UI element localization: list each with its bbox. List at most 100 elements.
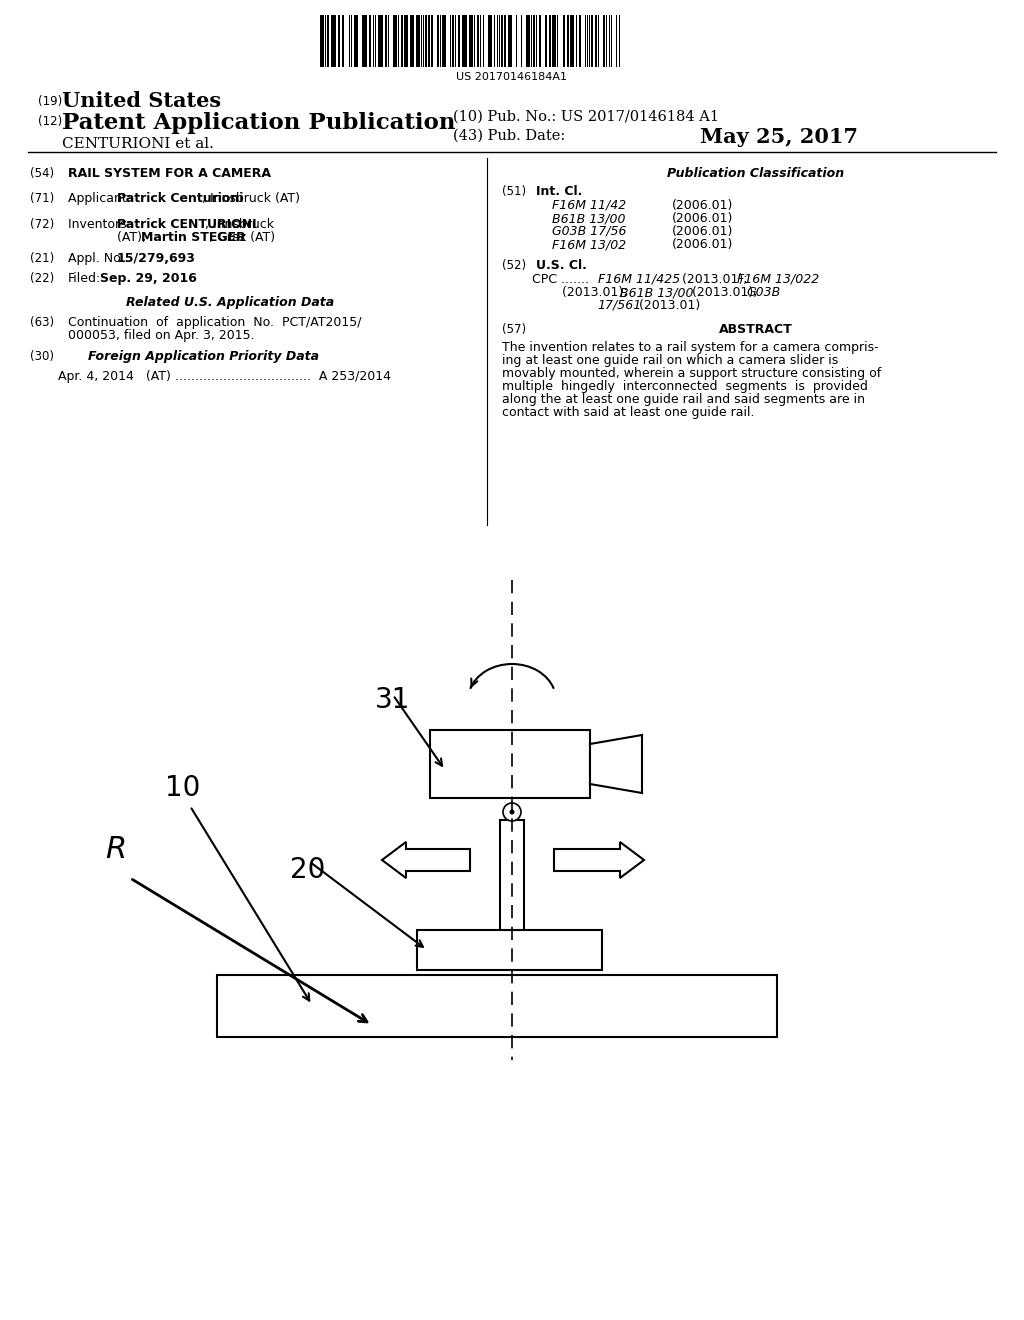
Text: Patrick CENTURIONI: Patrick CENTURIONI — [117, 218, 257, 231]
FancyArrow shape — [554, 842, 644, 878]
Bar — [593, 15, 595, 67]
Bar — [425, 15, 427, 67]
Text: 10: 10 — [165, 774, 201, 803]
Text: (52): (52) — [502, 259, 526, 272]
Bar — [617, 15, 618, 67]
Bar — [541, 15, 545, 67]
Text: (63): (63) — [30, 315, 54, 329]
Text: (2013.01);: (2013.01); — [678, 273, 752, 286]
Text: (2006.01): (2006.01) — [672, 213, 733, 224]
Bar — [595, 15, 597, 67]
Text: (30): (30) — [30, 350, 54, 363]
Text: (72): (72) — [30, 218, 54, 231]
Text: (2013.01);: (2013.01); — [562, 286, 632, 300]
Bar — [342, 15, 344, 67]
Bar — [534, 15, 535, 67]
Bar — [574, 15, 575, 67]
Bar — [549, 15, 551, 67]
Bar — [500, 820, 524, 931]
Bar — [433, 15, 437, 67]
Text: 17/561: 17/561 — [597, 300, 641, 312]
Bar — [477, 15, 479, 67]
Bar — [393, 15, 397, 67]
Bar — [508, 15, 512, 67]
Text: (57): (57) — [502, 323, 526, 337]
Bar — [506, 15, 508, 67]
Bar — [338, 15, 340, 67]
Polygon shape — [590, 735, 642, 793]
Bar — [522, 15, 526, 67]
Text: ing at least one guide rail on which a camera slider is: ing at least one guide rail on which a c… — [502, 354, 839, 367]
Bar — [484, 15, 488, 67]
Text: along the at least one guide rail and said segments are in: along the at least one guide rail and sa… — [502, 393, 865, 407]
Text: U.S. Cl.: U.S. Cl. — [536, 259, 587, 272]
Bar — [385, 15, 387, 67]
Bar — [430, 730, 590, 799]
Bar — [442, 15, 446, 67]
Text: Continuation  of  application  No.  PCT/AT2015/: Continuation of application No. PCT/AT20… — [68, 315, 361, 329]
Bar — [378, 15, 383, 67]
Bar — [517, 15, 521, 67]
Bar — [481, 15, 483, 67]
Bar — [563, 15, 565, 67]
Bar — [599, 15, 603, 67]
Text: Filed:: Filed: — [68, 272, 101, 285]
Bar — [603, 15, 605, 67]
Bar — [376, 15, 378, 67]
Bar — [389, 15, 393, 67]
Text: 15/279,693: 15/279,693 — [117, 252, 196, 265]
Text: Appl. No.:: Appl. No.: — [68, 252, 133, 265]
FancyArrow shape — [382, 842, 470, 878]
Bar — [591, 15, 593, 67]
Text: F16M 11/42: F16M 11/42 — [552, 199, 627, 213]
Bar — [404, 15, 408, 67]
Text: , Innsbruck (AT): , Innsbruck (AT) — [202, 191, 300, 205]
Bar — [358, 15, 362, 67]
Bar — [460, 15, 462, 67]
Text: (2013.01);: (2013.01); — [688, 286, 762, 300]
Text: United States: United States — [62, 91, 221, 111]
Bar — [545, 15, 547, 67]
Bar — [612, 15, 616, 67]
Text: B61B 13/00: B61B 13/00 — [620, 286, 693, 300]
Bar — [581, 15, 585, 67]
Text: Publication Classification: Publication Classification — [668, 168, 845, 180]
Text: multiple  hingedly  interconnected  segments  is  provided: multiple hingedly interconnected segment… — [502, 380, 868, 393]
Bar — [367, 15, 369, 67]
Bar — [501, 15, 503, 67]
Text: (2006.01): (2006.01) — [672, 224, 733, 238]
Bar — [458, 15, 460, 67]
Text: (54): (54) — [30, 168, 54, 180]
Text: Sep. 29, 2016: Sep. 29, 2016 — [100, 272, 197, 285]
Text: 31: 31 — [375, 686, 411, 714]
Bar — [344, 15, 349, 67]
Bar — [371, 15, 373, 67]
Bar — [579, 15, 581, 67]
Text: RAIL SYSTEM FOR A CAMERA: RAIL SYSTEM FOR A CAMERA — [68, 168, 271, 180]
Text: The invention relates to a rail system for a camera compris-: The invention relates to a rail system f… — [502, 341, 879, 354]
Text: (10) Pub. No.: US 2017/0146184 A1: (10) Pub. No.: US 2017/0146184 A1 — [453, 110, 719, 124]
Bar — [417, 931, 602, 970]
Text: R: R — [105, 836, 126, 865]
Bar — [570, 15, 574, 67]
Text: B61B 13/00: B61B 13/00 — [552, 213, 626, 224]
Text: (AT);: (AT); — [117, 231, 151, 244]
Text: (21): (21) — [30, 252, 54, 265]
Text: , Graz (AT): , Graz (AT) — [209, 231, 275, 244]
Text: Foreign Application Priority Data: Foreign Application Priority Data — [88, 350, 319, 363]
Bar — [329, 15, 331, 67]
Text: (12): (12) — [38, 115, 62, 128]
Text: 20: 20 — [290, 855, 326, 884]
Bar — [383, 15, 385, 67]
Text: Inventors:: Inventors: — [68, 218, 135, 231]
Bar — [475, 15, 477, 67]
Bar — [399, 15, 401, 67]
Bar — [431, 15, 433, 67]
Text: May 25, 2017: May 25, 2017 — [700, 127, 858, 147]
Bar — [492, 15, 494, 67]
Bar — [526, 15, 530, 67]
Text: Related U.S. Application Data: Related U.S. Application Data — [126, 296, 334, 309]
Bar — [495, 15, 497, 67]
Text: F16M 13/02: F16M 13/02 — [552, 238, 627, 251]
Text: (51): (51) — [502, 185, 526, 198]
